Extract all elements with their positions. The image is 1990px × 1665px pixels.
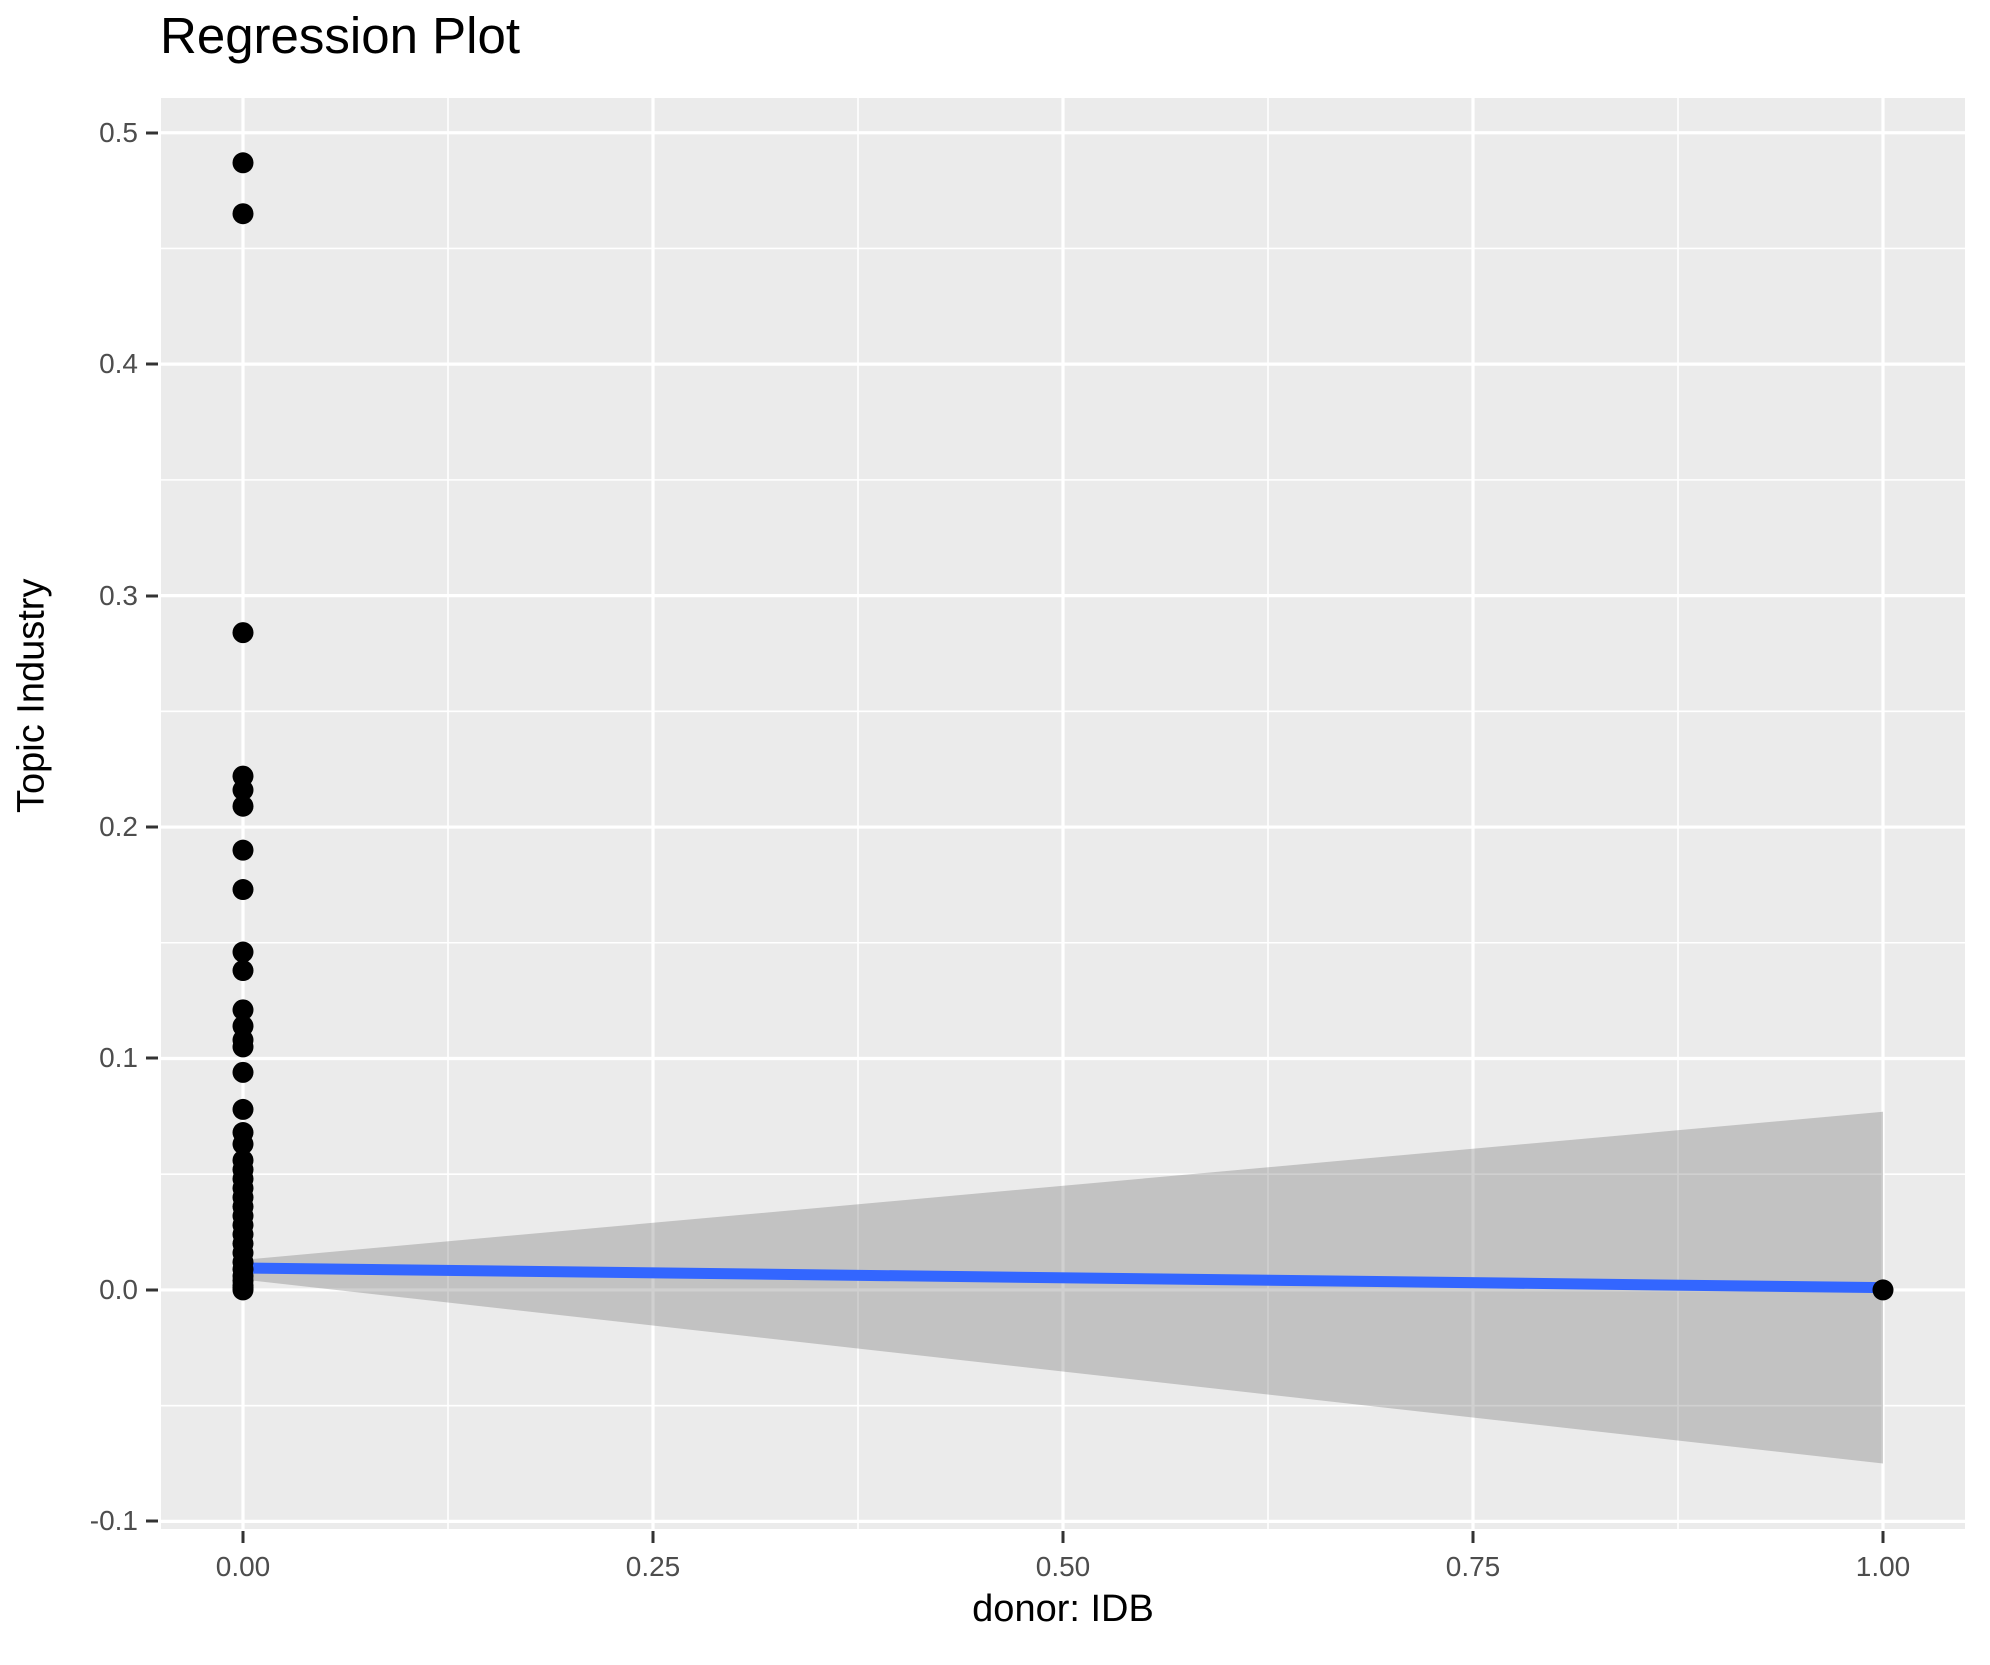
page-title: Regression Plot bbox=[160, 7, 521, 64]
x-tick-label: 0.25 bbox=[625, 1551, 681, 1582]
y-tick-label: 0.5 bbox=[99, 116, 138, 148]
x-tick-label: 0.00 bbox=[215, 1551, 271, 1582]
x-tick-mark bbox=[1471, 1531, 1475, 1543]
data-point bbox=[232, 795, 254, 817]
y-tick-mark bbox=[146, 825, 158, 829]
x-tick-label: 1.00 bbox=[1855, 1551, 1911, 1582]
y-tick-label: 0.4 bbox=[99, 348, 138, 380]
x-tick-mark bbox=[241, 1531, 245, 1543]
x-tick-mark bbox=[651, 1531, 655, 1543]
plot-panel bbox=[161, 98, 1965, 1529]
y-axis-title-text: Topic Industry bbox=[10, 578, 53, 813]
data-point bbox=[232, 1279, 254, 1301]
data-point bbox=[232, 622, 254, 644]
y-tick-label: 0.1 bbox=[99, 1042, 138, 1074]
y-tick-mark bbox=[146, 1288, 158, 1292]
data-point bbox=[232, 152, 254, 174]
y-tick-mark bbox=[146, 1056, 158, 1060]
y-tick-label: -0.1 bbox=[89, 1505, 138, 1537]
y-tick-mark bbox=[146, 362, 158, 366]
data-point bbox=[232, 203, 254, 225]
y-tick-mark bbox=[146, 594, 158, 598]
data-point bbox=[232, 1098, 254, 1120]
data-point bbox=[232, 941, 254, 963]
y-tick-mark bbox=[146, 131, 158, 135]
confidence-band bbox=[243, 1111, 1883, 1464]
y-tick-label: 0.0 bbox=[99, 1273, 138, 1305]
x-tick-label: 0.75 bbox=[1445, 1551, 1501, 1582]
x-tick-label: 0.50 bbox=[1035, 1551, 1091, 1582]
data-point bbox=[232, 999, 254, 1021]
x-tick-mark bbox=[1061, 1531, 1065, 1543]
data-point bbox=[1872, 1279, 1894, 1301]
data-point bbox=[232, 839, 254, 861]
y-tick-label: 0.2 bbox=[99, 811, 138, 843]
regression-line bbox=[242, 1262, 1884, 1294]
y-tick-label: 0.3 bbox=[99, 579, 138, 611]
data-point bbox=[232, 879, 254, 901]
data-point bbox=[232, 1036, 254, 1058]
x-tick-mark bbox=[1881, 1531, 1885, 1543]
data-point bbox=[232, 1133, 254, 1155]
data-point bbox=[232, 960, 254, 982]
x-axis-title: donor: IDB bbox=[972, 1588, 1154, 1630]
data-point bbox=[232, 1061, 254, 1083]
data-point bbox=[232, 779, 254, 801]
y-tick-mark bbox=[146, 1519, 158, 1523]
chart-canvas bbox=[161, 98, 1965, 1529]
